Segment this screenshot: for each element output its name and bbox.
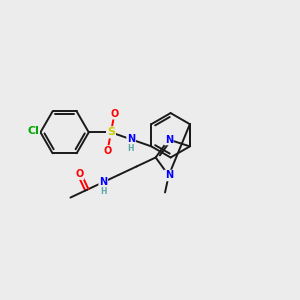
Text: O: O: [75, 169, 84, 179]
Text: S: S: [107, 127, 115, 137]
Text: N: N: [165, 170, 173, 181]
Text: O: O: [103, 146, 112, 156]
Text: N: N: [165, 134, 173, 145]
Text: O: O: [110, 109, 118, 118]
Text: H: H: [127, 144, 134, 153]
Text: Cl: Cl: [27, 126, 39, 136]
Text: N: N: [127, 134, 135, 144]
Text: N: N: [99, 177, 107, 187]
Text: O: O: [110, 109, 118, 118]
Text: S: S: [107, 127, 115, 137]
Text: Cl: Cl: [27, 126, 39, 136]
Text: H: H: [100, 187, 106, 196]
Text: O: O: [103, 146, 112, 156]
